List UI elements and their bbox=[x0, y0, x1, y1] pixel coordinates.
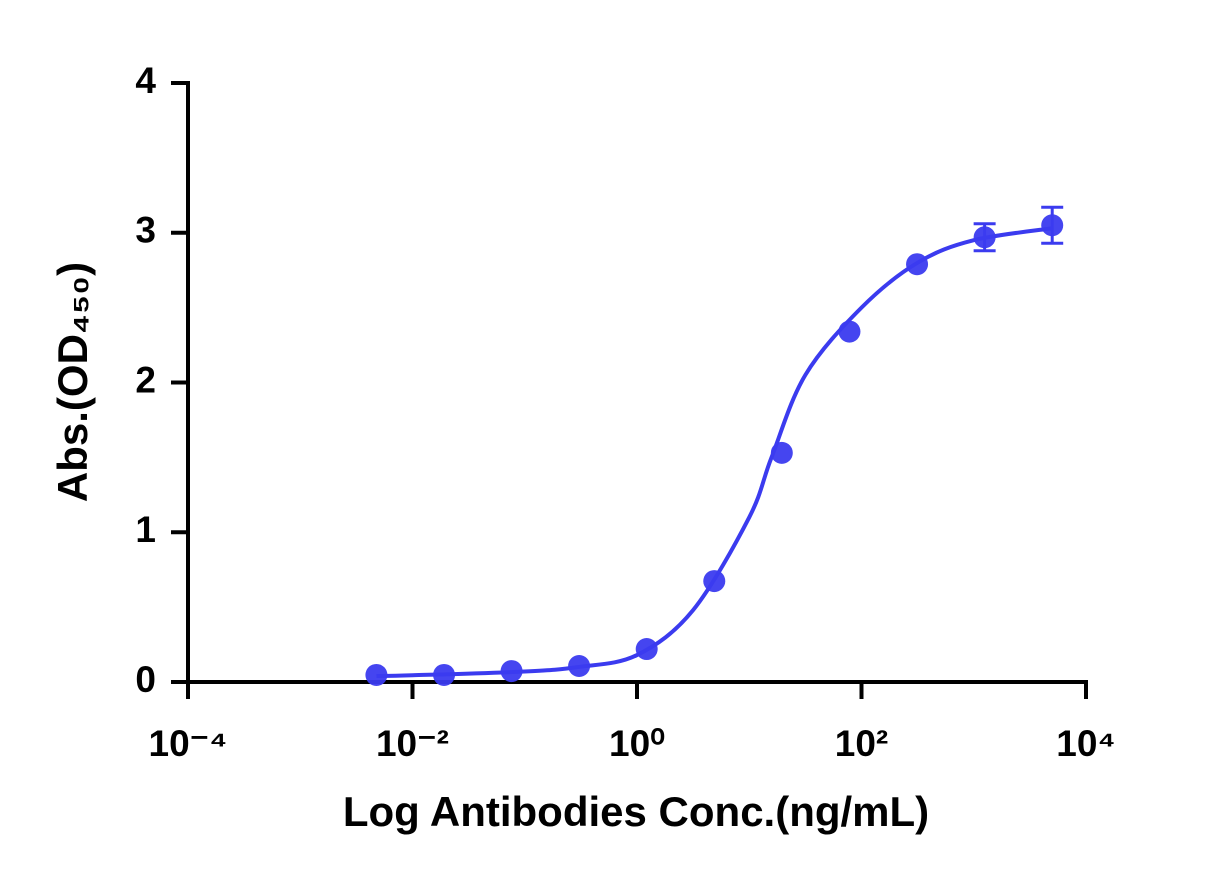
data-point bbox=[703, 570, 726, 593]
x-tick-label: 10⁻² bbox=[376, 723, 449, 764]
y-tick-label: 3 bbox=[135, 210, 156, 251]
data-point bbox=[365, 663, 388, 686]
x-tick-label: 10⁰ bbox=[609, 723, 665, 764]
y-axis-title: Abs.(OD₄₅₀) bbox=[49, 262, 96, 502]
data-point bbox=[906, 253, 929, 276]
y-tick-label: 4 bbox=[135, 60, 156, 101]
x-tick-label: 10⁴ bbox=[1056, 723, 1115, 764]
data-point bbox=[500, 660, 523, 683]
x-tick-label: 10⁻⁴ bbox=[149, 723, 228, 764]
data-point bbox=[1041, 214, 1064, 237]
x-tick-label: 10² bbox=[835, 723, 888, 764]
data-point bbox=[433, 663, 456, 686]
fit-curve bbox=[376, 226, 1053, 679]
data-point bbox=[770, 441, 793, 464]
y-tick-label: 0 bbox=[135, 659, 156, 700]
data-point bbox=[568, 654, 591, 677]
x-axis-title: Log Antibodies Conc.(ng/mL) bbox=[343, 788, 929, 835]
data-point bbox=[635, 638, 658, 661]
y-tick-label: 2 bbox=[135, 359, 156, 400]
y-tick-label: 1 bbox=[135, 509, 156, 550]
data-point bbox=[973, 226, 996, 249]
data-point bbox=[838, 320, 861, 343]
